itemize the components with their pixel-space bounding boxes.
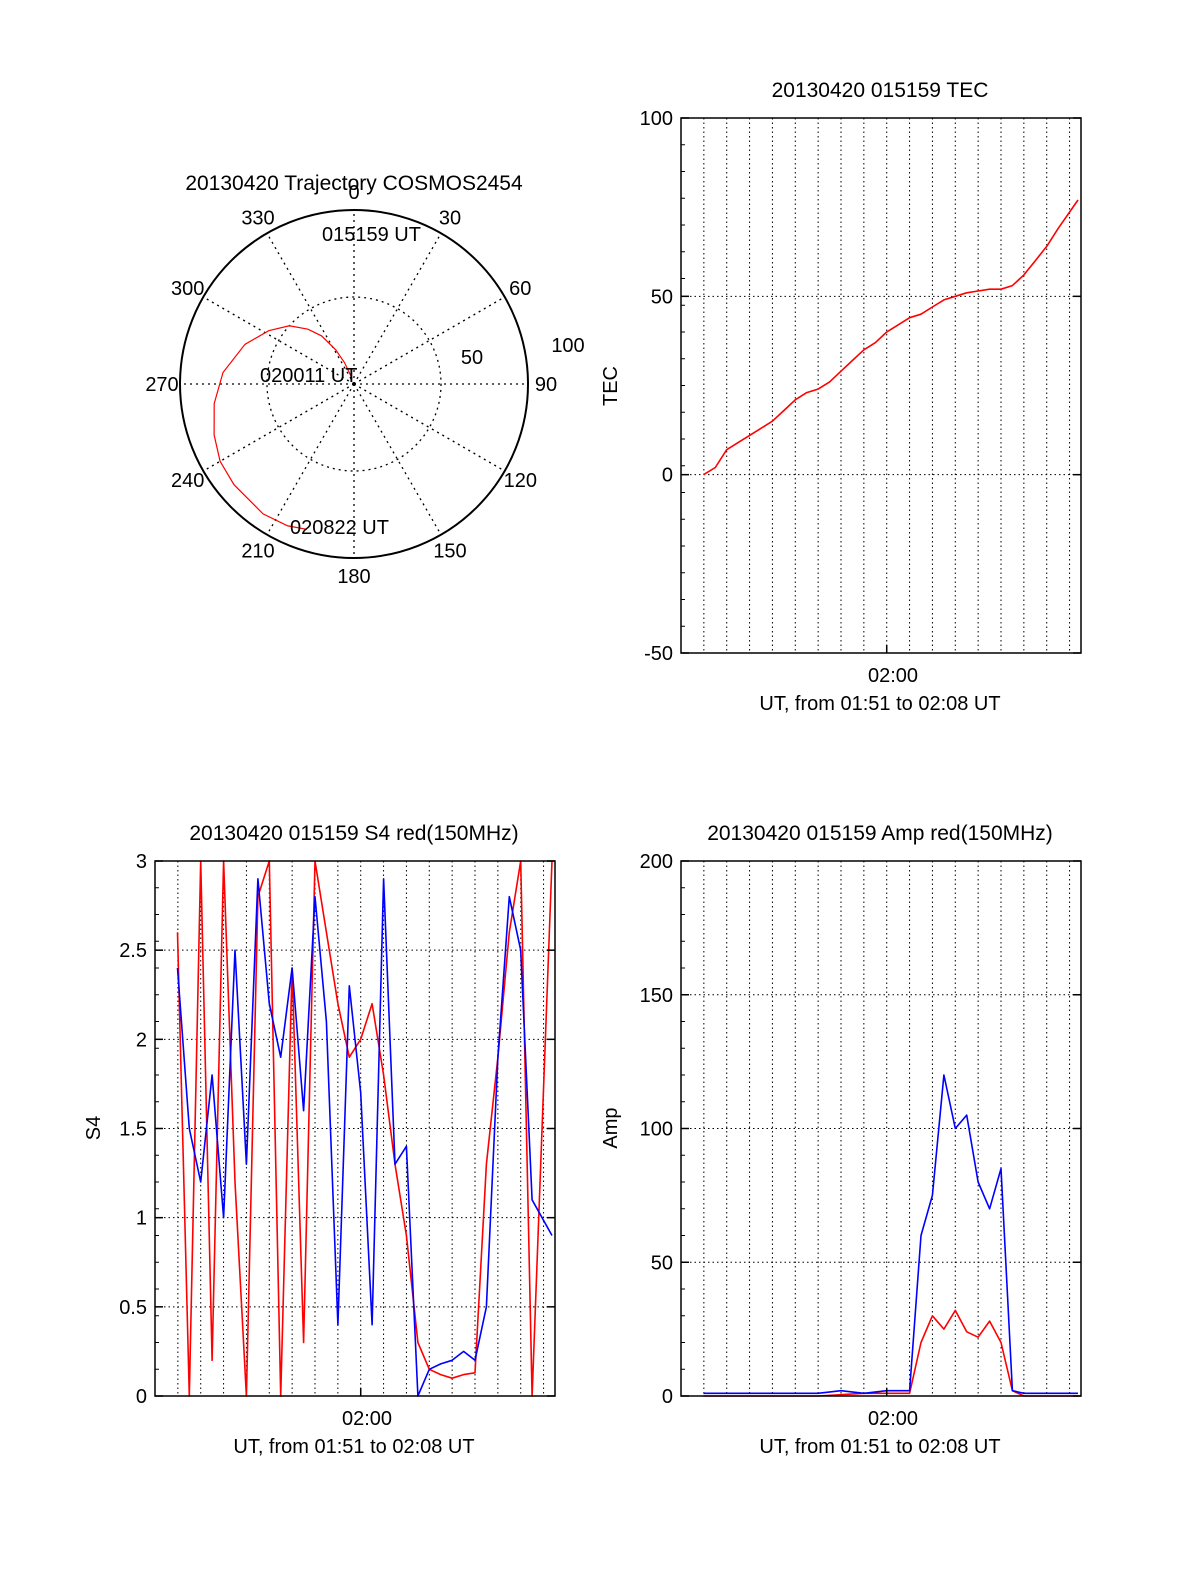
polar-spoke-30 [353,232,442,385]
tec-x-tick-label: 02:00 [868,665,918,687]
amp-ytick-label: 200 [640,851,673,873]
polar-azimuth-label-0: 0 [348,182,359,204]
s4-series [176,860,553,1397]
polar-azimuth-label-90: 90 [535,374,557,396]
s4-ytick-label: 2.5 [119,940,147,962]
s4-title: 20130420 015159 S4 red(150MHz) [189,822,518,845]
polar-spoke-150 [353,383,442,536]
amp-grid [681,861,1081,1396]
polar-spokes [180,210,528,558]
polar-azimuth-label-210: 210 [241,540,274,562]
polar-azimuth-label-240: 240 [171,470,204,492]
tec-series-1 [703,199,1079,476]
amp-series-1 [703,1309,1078,1397]
s4-ytick-label: 0.5 [119,1297,147,1319]
amp-y-ticks: 0 50 100 150 200 [640,851,1081,1408]
s4-ytick-label: 1.5 [119,1119,147,1141]
s4-y-ticks: 0 0.5 1 1.5 2 2.5 3 [119,851,555,1408]
polar-radial-label-50: 50 [461,347,483,369]
s4-chart: 20130420 015159 S4 red(150MHz) 0 0.5 1 1.5 2… [83,822,556,1458]
polar-azimuth-label-150: 150 [433,540,466,562]
amp-ytick-label: 50 [651,1252,673,1274]
polar-spoke-300 [202,296,355,385]
polar-azimuth-label-330: 330 [241,208,274,230]
trajectory-polar-chart: 20130420 Trajectory COSMOS2454 0 30 60 90 12… [145,172,584,588]
s4-series-2 [176,877,553,1397]
polar-spoke-240 [202,383,355,472]
amp-chart: 20130420 015159 Amp red(150MHz) 0 50 100 15… [600,822,1082,1458]
amp-x-tick-label: 02:00 [868,1408,918,1430]
tec-y-axis-label: TEC [600,366,622,406]
polar-azimuth-label-300: 300 [171,278,204,300]
tec-ytick-label: 50 [651,286,673,308]
polar-spoke-210 [266,383,355,536]
s4-x-axis-label: UT, from 01:51 to 02:08 UT [233,1436,474,1458]
tec-ytick-label: 0 [662,465,673,487]
s4-x-tick-label: 02:00 [342,1408,392,1430]
polar-spoke-330 [266,232,355,385]
polar-azimuth-label-270: 270 [145,374,178,396]
polar-azimuth-label-120: 120 [504,470,537,492]
amp-ytick-label: 150 [640,985,673,1007]
amp-y-axis-label: Amp [600,1107,622,1148]
tec-title: 20130420 015159 TEC [772,79,989,102]
polar-outer-circle [179,209,529,559]
s4-ytick-label: 0 [136,1386,147,1408]
amp-x-axis-label: UT, from 01:51 to 02:08 UT [759,1436,1000,1458]
polar-azimuth-labels: 0 30 60 90 120 150 180 210 240 270 300 330 [145,182,557,588]
polar-spoke-120 [353,383,506,472]
polar-azimuth-label-180: 180 [337,566,370,588]
polar-inner-circle [266,296,442,472]
tec-grid [681,118,1081,653]
track-end-label: 020822 UT [290,517,389,539]
amp-series-2 [703,1074,1078,1395]
tec-chart: 20130420 015159 TEC -50 0 50 100 02:00 UT, … [600,79,1082,715]
amp-ytick-label: 100 [640,1119,673,1141]
tec-y-ticks: -50 0 50 100 [640,108,1081,665]
trajectory-title: 20130420 Trajectory COSMOS2454 [185,172,523,195]
tec-ytick-label: 100 [640,108,673,130]
polar-azimuth-label-60: 60 [509,278,531,300]
s4-ytick-label: 2 [136,1029,147,1051]
s4-series-1 [176,860,553,1397]
tec-ytick-label: -50 [644,643,673,665]
tec-plot-frame [680,117,1082,654]
amp-ytick-label: 0 [662,1386,673,1408]
amp-title: 20130420 015159 Amp red(150MHz) [707,822,1053,845]
polar-spoke-60 [353,296,506,385]
track-mid-label: 020011 UT [260,365,357,387]
s4-ytick-label: 1 [136,1208,147,1230]
s4-y-axis-label: S4 [83,1116,105,1140]
track-start-label: 015159 UT [322,224,421,246]
polar-azimuth-label-30: 30 [439,208,461,230]
tec-series [703,199,1079,476]
s4-ytick-label: 3 [136,851,147,873]
amp-series [703,1074,1078,1397]
polar-radial-label-100: 100 [551,335,584,357]
trajectory-track [213,325,353,530]
tec-x-axis-label: UT, from 01:51 to 02:08 UT [759,693,1000,715]
